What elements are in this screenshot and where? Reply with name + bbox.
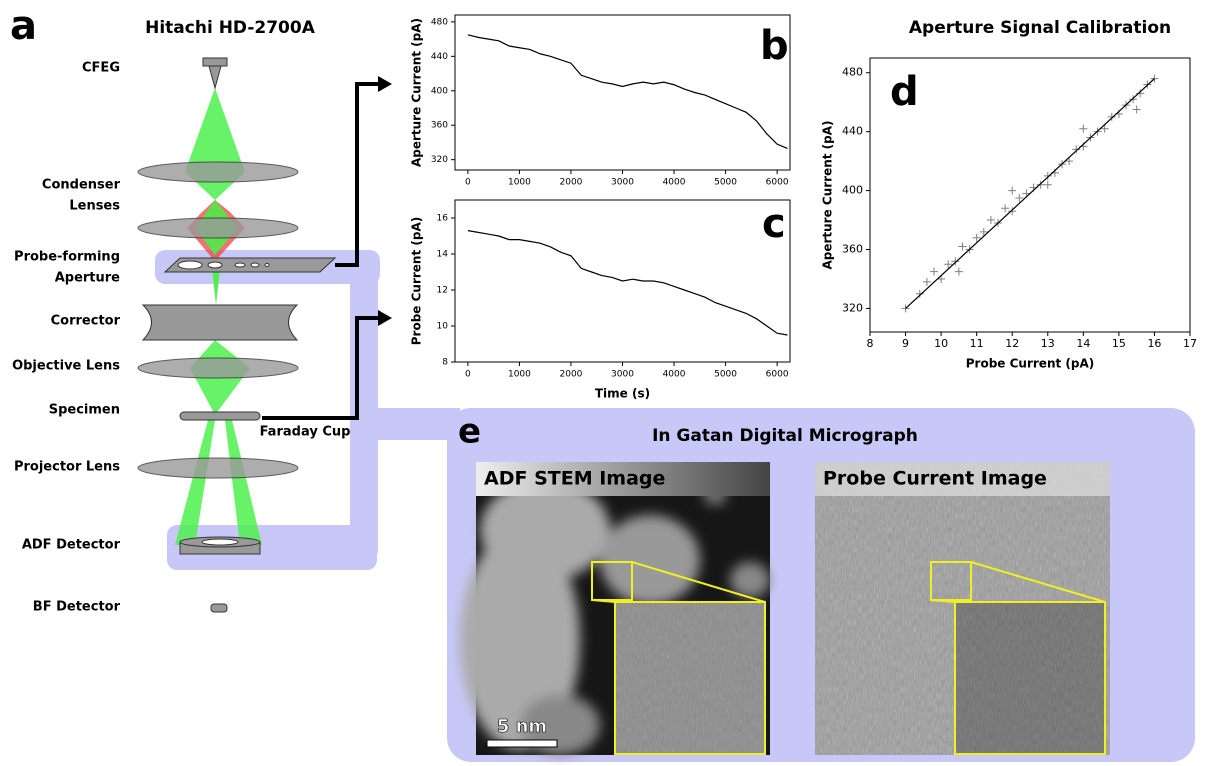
y-tick-label: 320 [842,301,863,314]
x-tick-label: 4000 [663,370,686,380]
x-tick-label: 8 [867,337,874,350]
image-title: Probe Current Image [823,468,1047,490]
x-tick-label: 5000 [714,178,737,188]
y-tick-label: 16 [437,214,449,224]
x-tick-label: 0 [465,178,471,188]
scatter-point [1133,106,1141,114]
component-label: BF Detector [33,600,121,615]
component-label: Corrector [51,314,121,329]
y-tick-label: 400 [431,86,448,96]
y-tick-label: 440 [431,52,448,62]
arrow-head [378,76,392,92]
y-tick-label: 400 [842,184,863,197]
scatter-point [1044,172,1052,180]
y-tick-label: 480 [842,66,863,79]
scatter-point [1065,157,1073,165]
y-tick-label: 360 [842,243,863,256]
y-tick-label: 480 [431,17,448,27]
scale-bar-label: 5 nm [497,716,547,737]
x-tick-label: 15 [1112,337,1126,350]
plot-frame [455,15,790,170]
y-tick-label: 440 [842,125,863,138]
y-tick-label: 320 [431,155,448,165]
y-tick-label: 360 [431,121,448,131]
x-tick-label: 4000 [663,178,686,188]
x-tick-label: 0 [465,370,471,380]
panel-e-title: In Gatan Digital Micrograph [652,426,918,446]
x-axis-label: Time (s) [595,387,650,401]
scatter-point [1044,181,1052,189]
x-tick-label: 17 [1183,337,1197,350]
chart-title: Aperture Signal Calibration [909,18,1171,38]
fit-line [906,79,1155,309]
x-tick-label: 1000 [508,178,531,188]
image-title: ADF STEM Image [484,468,665,490]
y-tick-label: 12 [437,286,448,296]
component-label: Condenser [42,178,121,193]
panel-label: d [890,69,919,115]
x-tick-label: 10 [934,337,948,350]
scatter-point [1072,145,1080,153]
x-tick-label: 6000 [766,370,789,380]
component-label: Aperture [55,271,120,286]
y-axis-label: Probe Current (pA) [410,217,424,346]
x-tick-label: 6000 [766,178,789,188]
data-line [468,35,788,149]
y-tick-label: 14 [437,250,449,260]
scatter-point [1101,125,1109,133]
x-tick-label: 2000 [560,178,583,188]
figure: Hitachi HD-2700A Faraday Cup a b c d e I… [0,0,1208,766]
y-axis-label: Aperture Current (pA) [410,18,424,167]
scatter-point [1008,207,1016,215]
x-tick-label: 2000 [560,370,583,380]
scatter-point [1001,204,1009,212]
component-label: Probe-forming [14,250,120,265]
probe-image [815,462,1110,755]
x-tick-label: 9 [902,337,909,350]
component-label: Objective Lens [12,359,120,374]
x-tick-label: 13 [1041,337,1055,350]
scatter-point [1079,125,1087,133]
x-tick-label: 1000 [508,370,531,380]
scatter-point [916,290,924,298]
scatter-point [1108,113,1116,121]
x-tick-label: 11 [970,337,984,350]
x-tick-label: 16 [1147,337,1161,350]
x-tick-label: 14 [1076,337,1090,350]
component-label: ADF Detector [22,538,121,553]
scatter-point [1008,187,1016,195]
data-line [468,231,788,335]
scatter-point [1136,89,1144,97]
y-tick-label: 10 [437,322,449,332]
scatter-point [958,243,966,251]
scatter-point [987,216,995,224]
panel-label: c [762,201,786,247]
faraday-cup-label: Faraday Cup [260,425,351,440]
scatter-point [951,257,959,265]
x-tick-label: 5000 [714,370,737,380]
component-label: Projector Lens [14,460,120,475]
scatter-point [955,268,963,276]
x-tick-label: 12 [1005,337,1019,350]
panel-label: e [458,412,481,452]
scatter-point [923,278,931,286]
diagram-title: Hitachi HD-2700A [145,18,316,38]
component-label: Lenses [69,199,120,214]
y-tick-label: 8 [442,358,448,368]
panel-label: a [10,3,37,49]
scatter-point [980,228,988,236]
y-axis-label: Aperture Current (pA) [821,120,835,269]
panel-label: b [760,23,789,69]
adf-image [460,462,770,755]
x-tick-label: 3000 [611,178,634,188]
component-label: CFEG [82,61,120,76]
x-tick-label: 3000 [611,370,634,380]
arrow-head [378,310,392,326]
scatter-point [930,268,938,276]
component-label: Specimen [49,403,120,418]
x-axis-label: Probe Current (pA) [966,357,1095,371]
